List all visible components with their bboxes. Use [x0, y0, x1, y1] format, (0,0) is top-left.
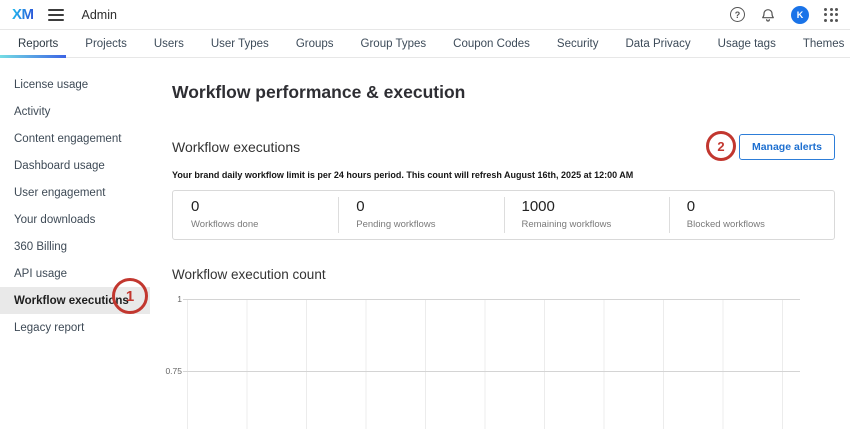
main-panel: Workflow performance & execution Workflo… [150, 58, 850, 429]
admin-tab-bar: Reports Projects Users User Types Groups… [0, 30, 850, 58]
tab-reports[interactable]: Reports [0, 30, 67, 58]
stat-label: Blocked workflows [686, 219, 765, 230]
workflow-executions-section-header: Workflow executions Manage alerts [172, 134, 835, 160]
tab-projects[interactable]: Projects [85, 37, 127, 50]
workflow-stats-card: 0 Workflows done 0 Pending workflows 100… [172, 190, 835, 240]
sidebar-item-license-usage[interactable]: License usage [14, 78, 89, 91]
topbar-actions: ? K [730, 5, 838, 24]
sidebar-item-user-engagement[interactable]: User engagement [14, 186, 106, 199]
annotation-circle-1: 1 [112, 278, 148, 314]
tab-security[interactable]: Security [556, 37, 599, 50]
gridline-y-0.75 [183, 371, 800, 372]
sidebar-item-activity[interactable]: Activity [14, 105, 51, 118]
manage-alerts-button[interactable]: Manage alerts [738, 134, 835, 160]
stat-pending-workflows: 0 Pending workflows [338, 191, 503, 239]
chart-title: Workflow execution count [172, 267, 326, 282]
stat-value: 0 [191, 198, 200, 215]
tab-coupon-codes[interactable]: Coupon Codes [453, 37, 530, 50]
hamburger-menu-icon[interactable] [47, 8, 64, 21]
top-bar: XM Admin ? K [0, 0, 850, 30]
tab-group-types[interactable]: Group Types [360, 37, 427, 50]
tab-groups[interactable]: Groups [295, 37, 334, 50]
stat-label: Workflows done [191, 219, 259, 230]
apps-waffle-icon[interactable] [824, 7, 838, 22]
gridline-y-1 [183, 299, 800, 300]
content-area: License usage Activity Content engagemen… [0, 58, 850, 429]
y-axis-tick-label: 0.75 [165, 366, 182, 376]
page-title: Workflow performance & execution [172, 82, 466, 102]
stat-value: 0 [356, 198, 365, 215]
tab-themes[interactable]: Themes [802, 37, 845, 50]
stat-label: Pending workflows [356, 219, 436, 230]
section-title: Workflow executions [172, 139, 301, 155]
help-icon[interactable]: ? [730, 7, 745, 22]
sidebar-item-your-downloads[interactable]: Your downloads [14, 213, 96, 226]
tab-usage-tags[interactable]: Usage tags [717, 37, 776, 50]
app-title: Admin [81, 7, 117, 22]
tab-user-types[interactable]: User Types [210, 37, 269, 50]
y-axis-tick-label: 1 [177, 294, 182, 304]
annotation-circle-2: 2 [706, 131, 736, 161]
workflow-limit-note: Your brand daily workflow limit is per 2… [172, 170, 634, 180]
sidebar-item-content-engagement[interactable]: Content engagement [14, 132, 122, 145]
chart-plot-area: 1 0.75 [165, 294, 800, 429]
stat-value: 0 [686, 198, 696, 215]
user-avatar[interactable]: K [791, 5, 809, 24]
stat-value: 1000 [521, 198, 555, 215]
tab-data-privacy[interactable]: Data Privacy [625, 37, 691, 50]
stat-workflows-done: 0 Workflows done [173, 191, 338, 239]
sidebar-item-legacy-report[interactable]: Legacy report [14, 321, 85, 334]
xm-logo[interactable]: XM [12, 6, 34, 23]
sidebar-item-api-usage[interactable]: API usage [14, 267, 68, 280]
stat-remaining-workflows: 1000 Remaining workflows [503, 191, 669, 239]
tab-users[interactable]: Users [153, 37, 184, 50]
sidebar-item-360-billing[interactable]: 360 Billing [14, 240, 68, 253]
notifications-bell-icon[interactable] [760, 7, 776, 23]
stat-label: Remaining workflows [521, 219, 612, 230]
sidebar-item-dashboard-usage[interactable]: Dashboard usage [14, 159, 105, 172]
workflow-execution-count-chart: 1 0.75 [165, 294, 835, 429]
stat-blocked-workflows: 0 Blocked workflows [668, 191, 834, 239]
reports-sidebar: License usage Activity Content engagemen… [0, 58, 150, 419]
